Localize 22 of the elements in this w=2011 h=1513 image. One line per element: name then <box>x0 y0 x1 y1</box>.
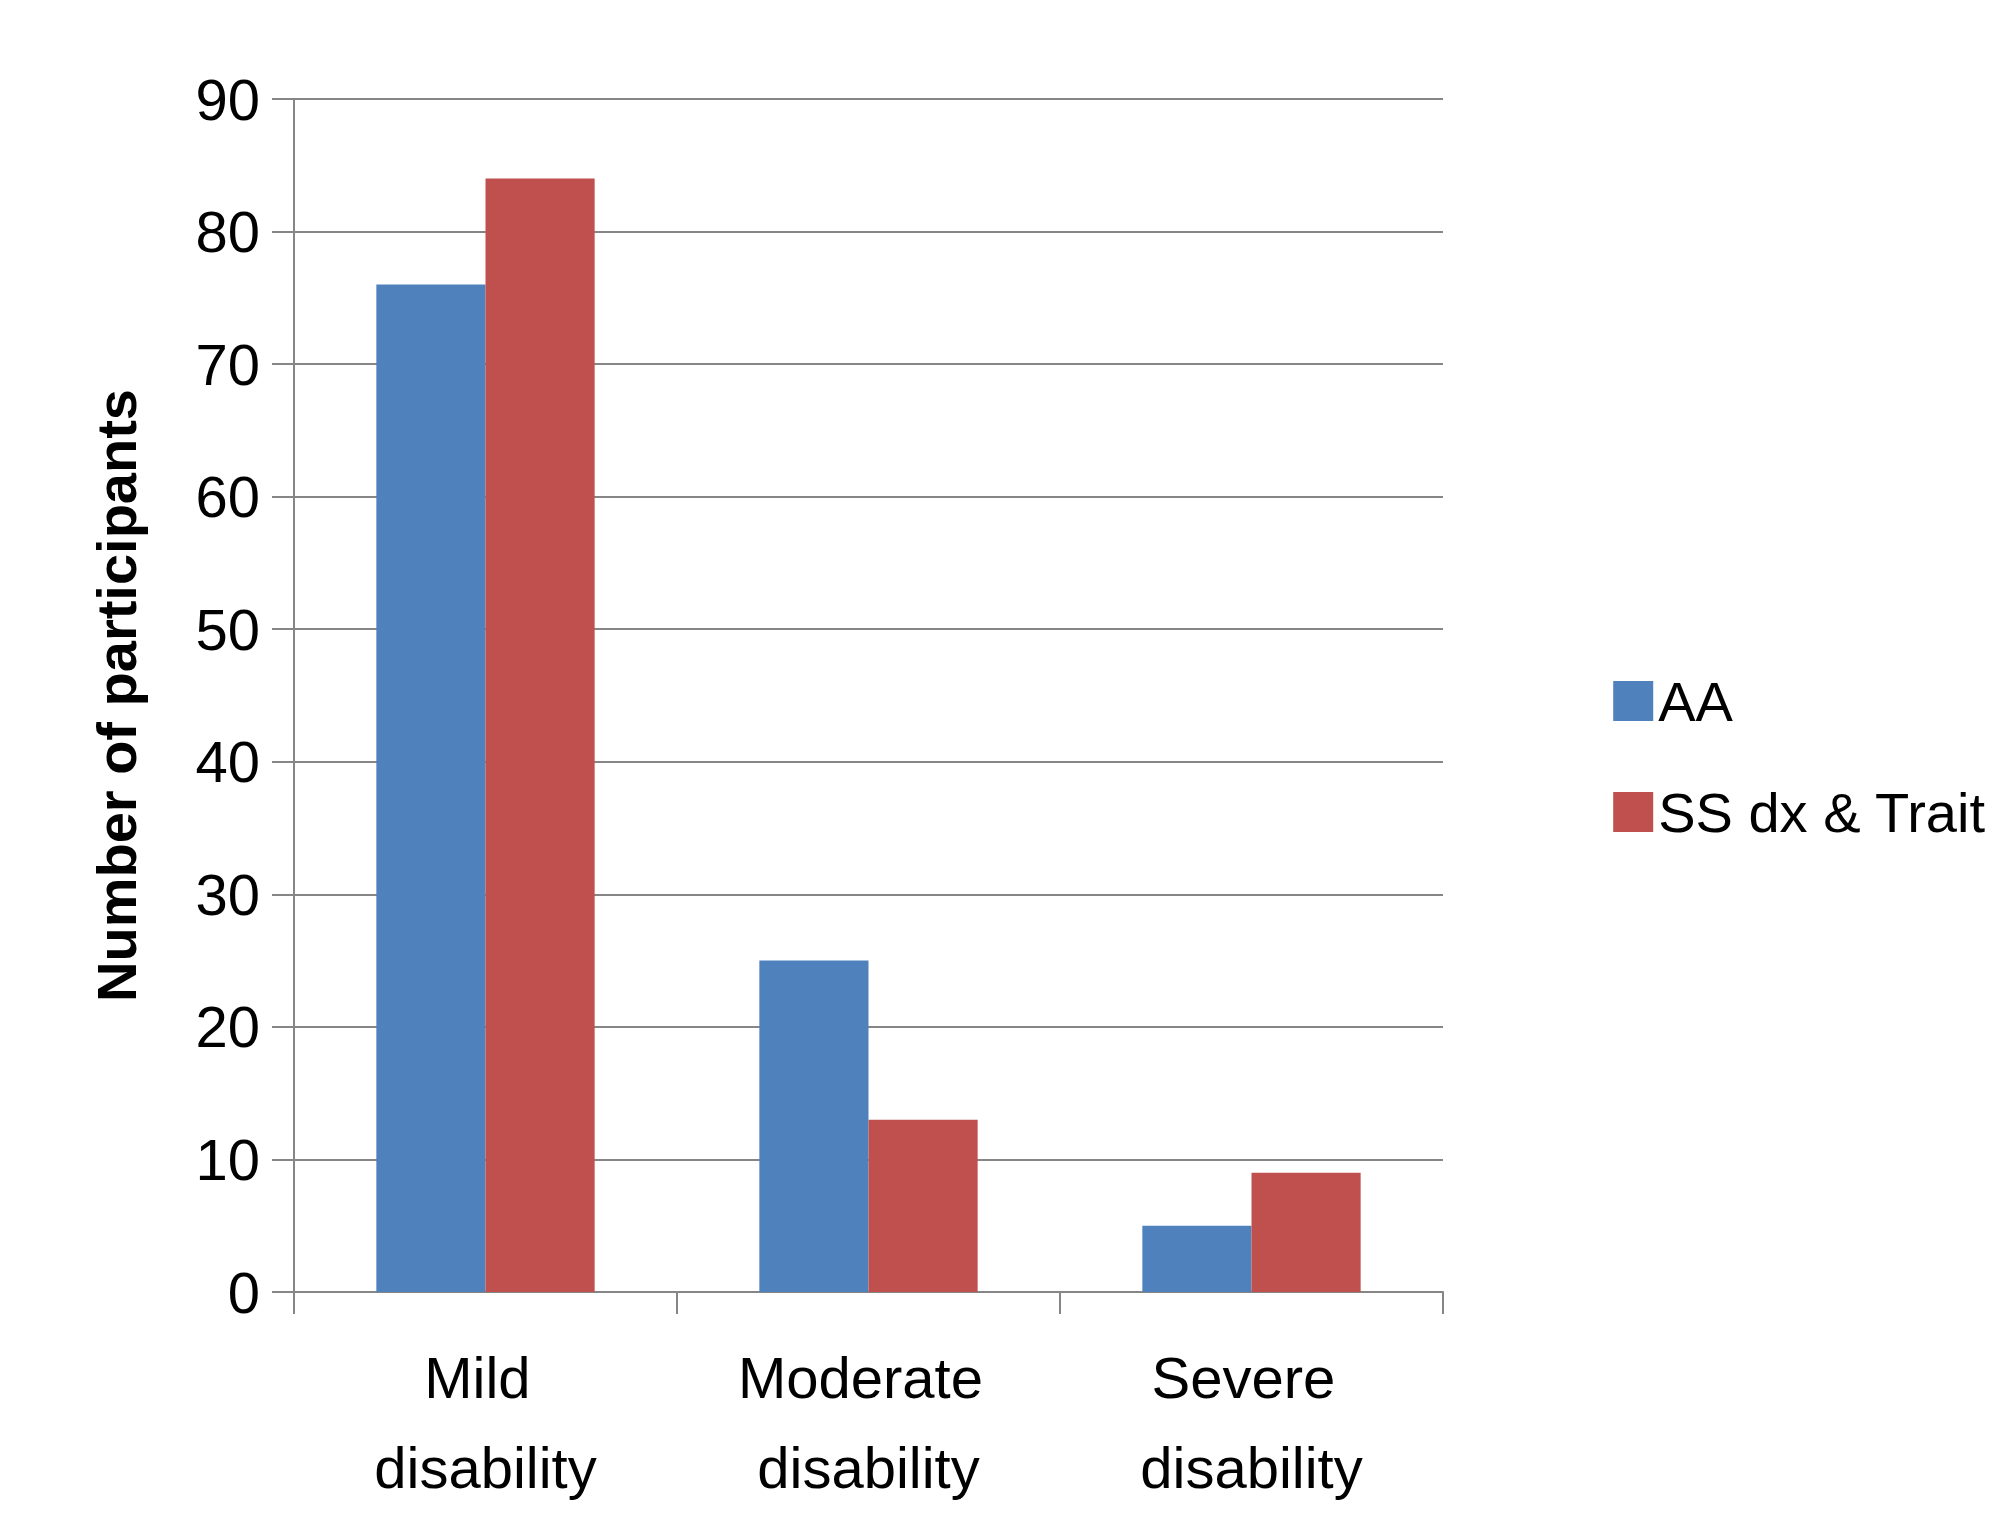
y-tick-label: 90 <box>195 66 260 132</box>
y-tick-label: 60 <box>195 464 260 530</box>
x-tick-label: Mild disability <box>374 1344 597 1500</box>
legend-label: AA <box>1658 669 1734 733</box>
y-tick-label: 30 <box>195 861 260 927</box>
y-axis-title: Number of participants <box>84 389 148 1002</box>
bar <box>1142 1225 1252 1292</box>
bar <box>376 284 486 1292</box>
y-tick-label: 80 <box>195 199 260 265</box>
bar <box>1251 1172 1361 1292</box>
legend-label: SS dx & Trait <box>1658 780 1986 844</box>
bar <box>485 178 595 1292</box>
x-tick-label: Severe disability <box>1140 1344 1363 1500</box>
x-tick-label: Moderate disability <box>737 1344 1000 1500</box>
bar <box>759 960 869 1292</box>
y-tick-label: 40 <box>195 729 260 795</box>
y-tick-label: 10 <box>195 1126 260 1192</box>
y-tick-label: 50 <box>195 596 260 662</box>
bar <box>868 1119 978 1292</box>
y-tick-label: 20 <box>195 994 260 1060</box>
y-tick-label: 0 <box>227 1259 260 1325</box>
y-tick-label: 70 <box>195 331 260 397</box>
